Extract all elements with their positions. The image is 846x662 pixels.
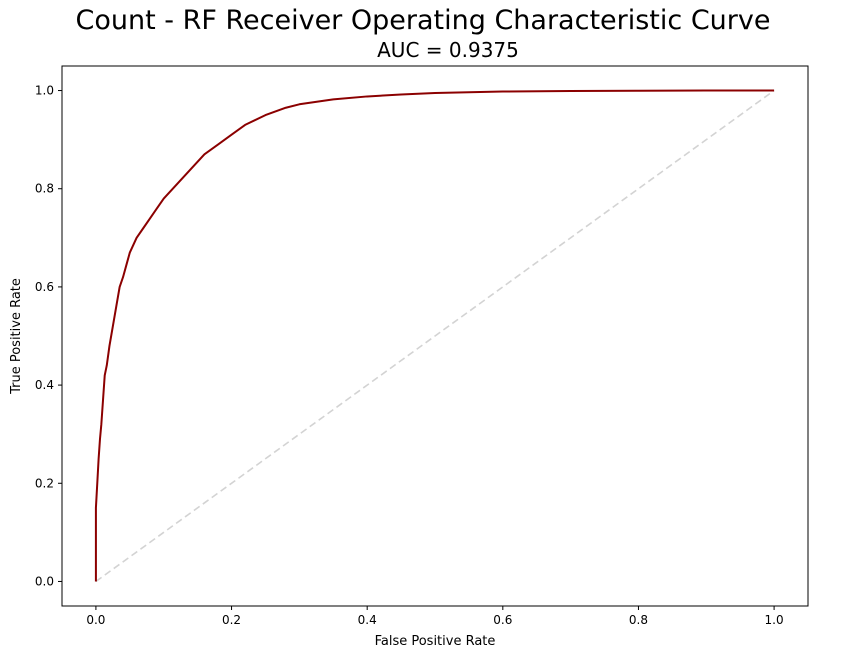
y-tick-label: 0.6 bbox=[35, 280, 54, 294]
y-axis-ticks: 0.0 0.2 0.4 0.6 0.8 1.0 bbox=[35, 84, 62, 588]
series-layer bbox=[94, 89, 775, 583]
x-axis-label: False Positive Rate bbox=[375, 634, 496, 649]
x-tick-label: 0.6 bbox=[493, 613, 512, 627]
x-tick-label: 0.4 bbox=[358, 613, 377, 627]
y-tick-label: 0.2 bbox=[35, 476, 54, 490]
y-tick-label: 1.0 bbox=[35, 84, 54, 98]
chart-title: Count - RF Receiver Operating Characteri… bbox=[75, 5, 771, 36]
x-axis-ticks: 0.0 0.2 0.4 0.6 0.8 1.0 bbox=[86, 606, 784, 627]
x-tick-label: 0.8 bbox=[629, 613, 648, 627]
x-tick-label: 0.2 bbox=[222, 613, 241, 627]
roc-curve-line bbox=[94, 89, 775, 582]
y-tick-label: 0.0 bbox=[35, 574, 54, 588]
x-tick-label: 1.0 bbox=[765, 613, 784, 627]
x-tick-label: 0.0 bbox=[86, 613, 105, 627]
chart-subtitle: AUC = 0.9375 bbox=[377, 38, 519, 62]
chance-diagonal-line bbox=[95, 89, 775, 583]
y-tick-label: 0.8 bbox=[35, 182, 54, 196]
axes-frame bbox=[61, 65, 809, 607]
y-axis-label: True Positive Rate bbox=[9, 278, 24, 395]
y-tick-label: 0.4 bbox=[35, 378, 54, 392]
